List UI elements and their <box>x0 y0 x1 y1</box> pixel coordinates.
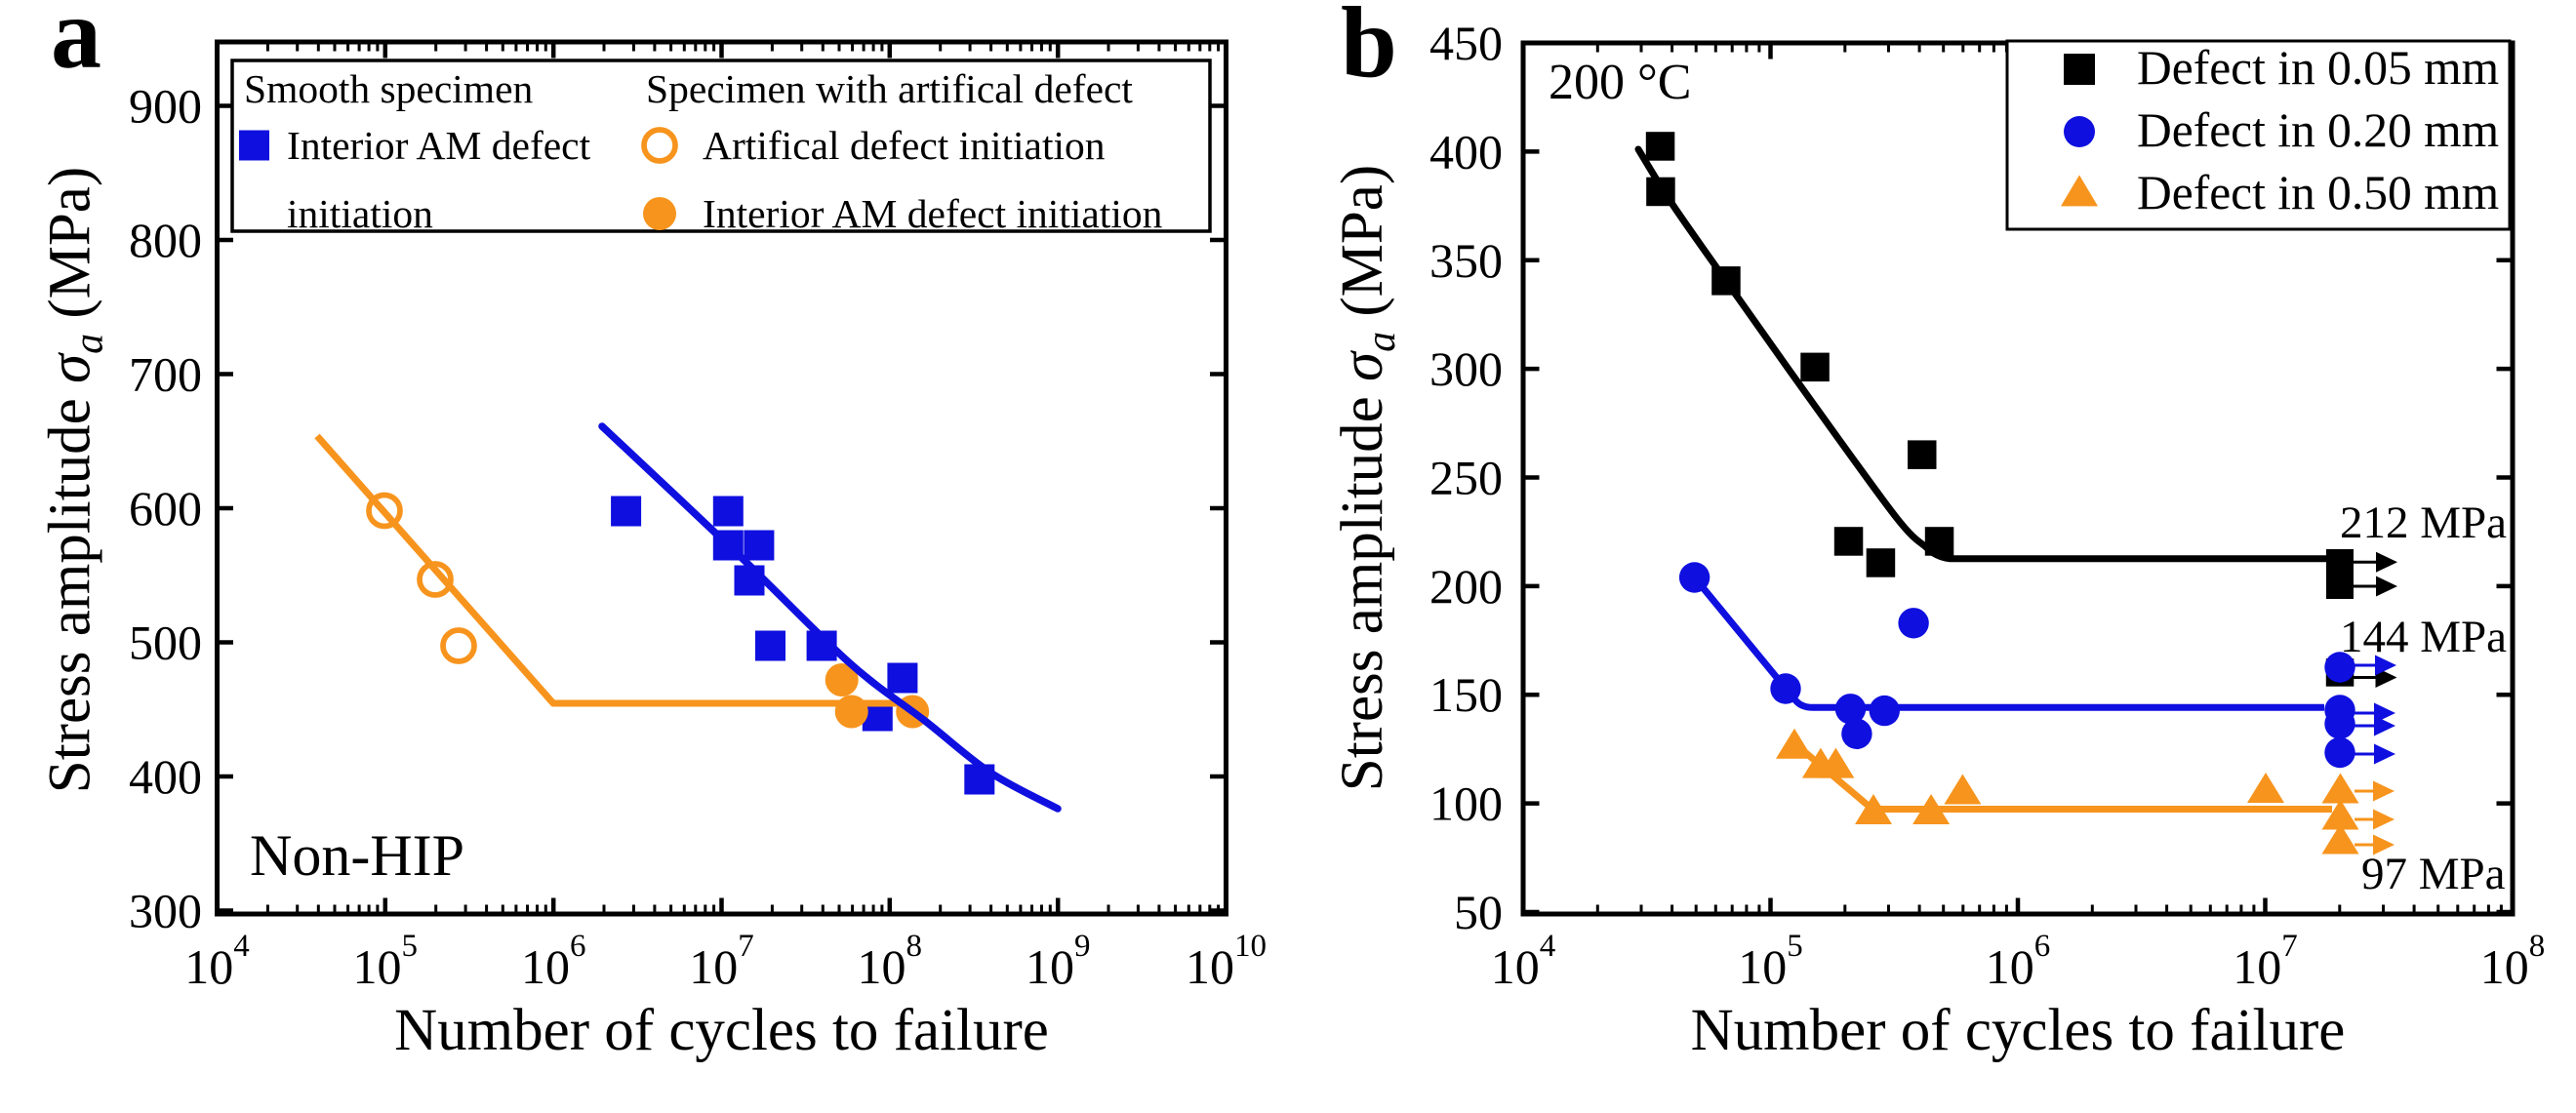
svg-text:b: b <box>1341 0 1397 99</box>
svg-text:500: 500 <box>129 616 202 670</box>
svg-text:Smooth specimen: Smooth specimen <box>244 66 533 111</box>
svg-text:a: a <box>51 0 101 90</box>
svg-text:Artifical defect initiation: Artifical defect initiation <box>703 123 1106 168</box>
svg-text:Defect in 0.05 mm: Defect in 0.05 mm <box>2137 41 2499 95</box>
svg-text:400: 400 <box>1429 124 1503 179</box>
svg-text:300: 300 <box>129 884 202 938</box>
svg-text:212 MPa: 212 MPa <box>2340 497 2507 548</box>
svg-text:104: 104 <box>184 929 250 994</box>
svg-text:250: 250 <box>1429 451 1503 505</box>
svg-text:Defect in 0.50 mm: Defect in 0.50 mm <box>2137 166 2499 219</box>
svg-text:900: 900 <box>129 79 202 134</box>
svg-text:800: 800 <box>129 213 202 267</box>
svg-text:Specimen with artifical defect: Specimen with artifical defect <box>646 66 1133 111</box>
svg-text:97 MPa: 97 MPa <box>2361 849 2506 899</box>
svg-text:1010: 1010 <box>1186 929 1267 994</box>
svg-text:Interior AM defect: Interior AM defect <box>287 123 591 168</box>
svg-text:450: 450 <box>1429 16 1503 70</box>
svg-text:108: 108 <box>858 929 923 994</box>
svg-text:200: 200 <box>1429 559 1503 614</box>
svg-text:200 °C: 200 °C <box>1549 55 1691 110</box>
svg-text:Number of cycles to failure: Number of cycles to failure <box>394 998 1049 1063</box>
svg-text:Stress amplitude σa (MPa): Stress amplitude σa (MPa) <box>38 167 112 793</box>
svg-text:Interior AM defect initiation: Interior AM defect initiation <box>703 191 1163 236</box>
svg-text:initiation: initiation <box>287 191 433 236</box>
svg-text:104: 104 <box>1491 929 1556 994</box>
svg-text:700: 700 <box>129 347 202 402</box>
svg-text:Defect in 0.20 mm: Defect in 0.20 mm <box>2137 103 2499 157</box>
svg-text:150: 150 <box>1429 667 1503 722</box>
svg-text:144 MPa: 144 MPa <box>2340 612 2507 662</box>
svg-text:50: 50 <box>1454 885 1503 939</box>
svg-text:300: 300 <box>1429 341 1503 396</box>
svg-text:Non-HIP: Non-HIP <box>250 823 464 888</box>
svg-text:Stress amplitude σa (MPa): Stress amplitude σa (MPa) <box>1330 165 1404 791</box>
svg-text:600: 600 <box>129 481 202 536</box>
svg-text:350: 350 <box>1429 233 1503 288</box>
svg-text:100: 100 <box>1429 776 1503 831</box>
svg-text:Number of cycles to failure: Number of cycles to failure <box>1691 998 2346 1063</box>
svg-text:400: 400 <box>129 749 202 804</box>
